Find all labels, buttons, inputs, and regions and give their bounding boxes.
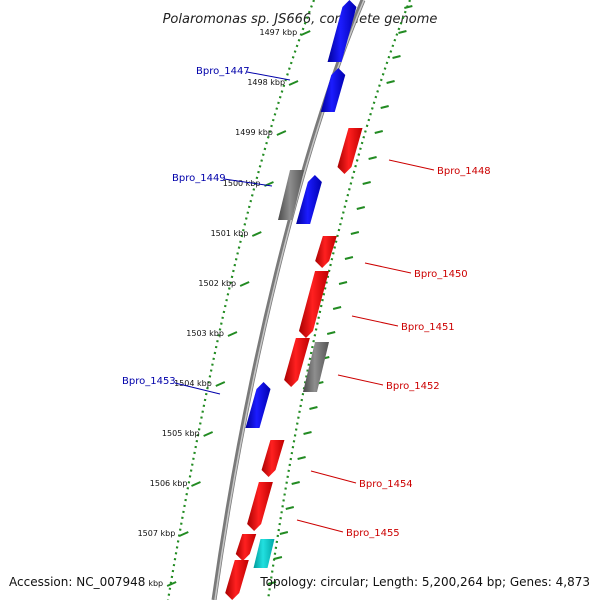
inner-tick-mark xyxy=(374,130,384,134)
inner-tick-mark xyxy=(386,80,395,84)
inner-tick-mark xyxy=(380,105,389,109)
gene-feature-blue[interactable] xyxy=(320,68,346,112)
tick-label: 1499 kbp xyxy=(235,128,273,137)
inner-tick-mark xyxy=(338,281,348,285)
map-title: Polaromonas sp. JS666, complete genome xyxy=(163,12,438,27)
gene-feature-red[interactable] xyxy=(261,440,285,477)
inner-tick-mark xyxy=(303,431,312,435)
outer-tick-mark xyxy=(203,431,214,437)
inner-tick-mark xyxy=(392,55,401,59)
gene-label-lines xyxy=(174,71,435,533)
tick-label: 1500 kbp xyxy=(223,179,261,188)
tick-label: kbp xyxy=(148,579,163,588)
tick-label: 1507 kbp xyxy=(138,529,176,538)
gene-label-leader xyxy=(337,374,384,386)
gene-label-bpro-1453[interactable]: Bpro_1453 xyxy=(122,376,176,387)
inner-tick-mark xyxy=(332,306,342,310)
gene-feature-red[interactable] xyxy=(284,338,310,387)
inner-tick-mark xyxy=(285,506,295,510)
inner-tick-mark xyxy=(362,181,371,185)
tick-marks xyxy=(166,5,413,587)
inner-tick-mark xyxy=(344,256,354,260)
outer-tick-mark xyxy=(166,581,177,587)
gene-label-bpro-1455[interactable]: Bpro_1455 xyxy=(346,528,400,539)
genome-backbone xyxy=(211,0,366,600)
gene-label-leader xyxy=(364,262,412,274)
gene-feature-blue[interactable] xyxy=(296,175,322,224)
tick-label: 1497 kbp xyxy=(260,28,298,37)
outer-tick-mark xyxy=(300,30,311,36)
gene-feature-gray[interactable] xyxy=(278,170,304,220)
tick-label: 1504 kbp xyxy=(174,379,212,388)
inner-tick-mark xyxy=(398,30,407,34)
gene-feature-red[interactable] xyxy=(315,236,337,268)
gene-label-bpro-1452[interactable]: Bpro_1452 xyxy=(386,381,440,392)
inner-tick-mark xyxy=(326,331,336,335)
outer-tick-mark xyxy=(227,331,238,337)
inner-tick-mark xyxy=(309,406,318,410)
inner-tick-mark xyxy=(267,581,277,585)
tick-label: 1501 kbp xyxy=(211,229,249,238)
tick-label: 1505 kbp xyxy=(162,429,200,438)
gene-labels: Bpro_1447 Bpro_1448 Bpro_1449 Bpro_1450 Bpro… xyxy=(122,66,491,539)
outer-tick-mark xyxy=(239,281,250,287)
gene-feature-red[interactable] xyxy=(235,534,257,561)
tick-labels: 1497 kbp 1498 kbp 1499 kbp 1500 kbp 1501 kbp… xyxy=(138,28,298,588)
gene-label-leader xyxy=(351,315,399,327)
gene-label-bpro-1448[interactable]: Bpro_1448 xyxy=(437,166,491,177)
gene-features xyxy=(225,0,363,600)
tick-label: 1498 kbp xyxy=(247,78,285,87)
gene-feature-cyan[interactable] xyxy=(253,539,275,568)
gene-label-bpro-1450[interactable]: Bpro_1450 xyxy=(414,269,468,280)
gene-label-bpro-1447[interactable]: Bpro_1447 xyxy=(196,66,250,77)
outer-tick-mark xyxy=(191,481,201,487)
outer-tick-ring xyxy=(166,0,316,600)
gene-label-bpro-1454[interactable]: Bpro_1454 xyxy=(359,479,413,490)
gene-label-leader xyxy=(388,159,435,171)
topology-text: Topology: circular; Length: 5,200,264 bp… xyxy=(260,575,590,589)
inner-tick-ring xyxy=(266,0,412,600)
inner-tick-mark xyxy=(273,556,283,560)
outer-tick-mark xyxy=(288,80,299,86)
gene-label-leader xyxy=(310,470,357,484)
gene-label-bpro-1449[interactable]: Bpro_1449 xyxy=(172,173,226,184)
inner-tick-mark xyxy=(291,481,300,485)
gene-feature-blue[interactable] xyxy=(327,0,357,62)
tick-label: 1503 kbp xyxy=(186,329,224,338)
gene-label-leader xyxy=(296,519,344,533)
gene-label-leader xyxy=(223,178,273,187)
gene-feature-blue[interactable] xyxy=(245,382,271,428)
genome-backbone-highlight xyxy=(214,0,365,600)
gene-label-leader xyxy=(246,71,291,81)
gene-feature-red[interactable] xyxy=(247,482,273,531)
inner-tick-mark xyxy=(279,531,289,535)
outer-tick-mark xyxy=(251,231,262,237)
tick-label: 1502 kbp xyxy=(198,279,236,288)
gene-feature-red[interactable] xyxy=(337,128,363,174)
inner-tick-mark xyxy=(297,456,306,460)
inner-tick-mark xyxy=(350,231,360,235)
accession-text: Accession: NC_007948 xyxy=(9,575,146,589)
inner-tick-mark xyxy=(368,156,377,160)
outer-tick-mark xyxy=(215,381,226,387)
gene-label-bpro-1451[interactable]: Bpro_1451 xyxy=(401,322,455,333)
gene-feature-gray[interactable] xyxy=(303,342,329,392)
gene-feature-red[interactable] xyxy=(298,271,330,338)
tick-label: 1506 kbp xyxy=(150,479,188,488)
inner-tick-mark xyxy=(404,5,413,9)
inner-tick-mark xyxy=(356,206,366,210)
outer-tick-mark xyxy=(276,130,287,136)
gene-feature-red[interactable] xyxy=(225,560,249,600)
outer-tick-mark xyxy=(178,531,189,537)
gene-label-leader xyxy=(174,382,221,395)
